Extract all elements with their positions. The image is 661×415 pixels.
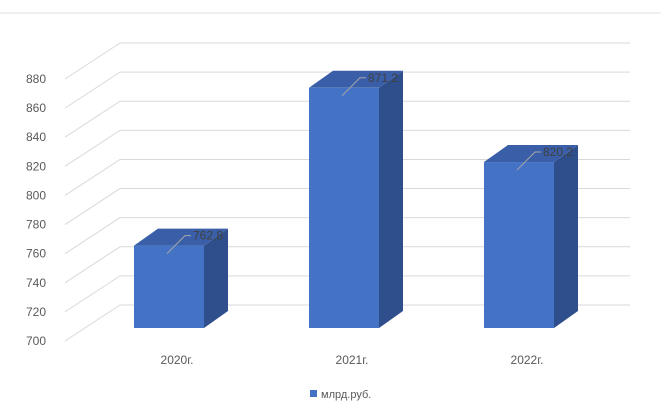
data-labels: 762,8 871,2 820,2: [166, 71, 573, 254]
x-tick-label: 2022г.: [511, 353, 544, 367]
gridlines: [64, 42, 630, 342]
bar-top: [309, 70, 403, 88]
y-tick-label: 860: [26, 101, 46, 115]
y-axis: 700 720 740 760 780 800 820 840 860 880: [26, 72, 46, 348]
bar-2: [309, 70, 403, 328]
gridline: [64, 42, 630, 80]
bar-side: [554, 145, 578, 328]
x-tick-label: 2021г.: [336, 353, 369, 367]
leader-line: [341, 77, 366, 97]
gridline: [64, 100, 630, 138]
data-label: 871,2: [368, 71, 398, 85]
gridline: [64, 129, 630, 167]
bar-front: [134, 245, 204, 328]
bar-top: [484, 145, 578, 163]
y-tick-label: 740: [26, 276, 46, 290]
y-tick-label: 760: [26, 247, 46, 261]
legend-swatch: [310, 390, 317, 397]
y-tick-label: 720: [26, 305, 46, 319]
bar-side: [204, 228, 228, 328]
gridline: [64, 158, 630, 196]
y-tick-label: 820: [26, 159, 46, 173]
x-axis: 2020г. 2021г. 2022г.: [161, 353, 544, 367]
bar-1: [134, 228, 228, 328]
legend: млрд.руб.: [310, 389, 371, 401]
gridline: [64, 246, 630, 284]
y-tick-label: 880: [26, 72, 46, 86]
data-label: 762,8: [193, 229, 223, 243]
leader-line: [516, 151, 541, 171]
bar-front: [309, 87, 379, 328]
gridline: [64, 275, 630, 313]
bars: [134, 70, 578, 328]
y-tick-label: 780: [26, 218, 46, 232]
x-tick-label: 2020г.: [161, 353, 194, 367]
leader-line: [166, 235, 191, 254]
gridline: [64, 217, 630, 255]
gridline: [64, 71, 630, 109]
bar-3: [484, 145, 578, 328]
y-tick-label: 840: [26, 130, 46, 144]
gridline: [64, 188, 630, 225]
bar-side: [379, 70, 403, 328]
y-tick-label: 700: [26, 334, 46, 348]
gridline: [64, 304, 630, 342]
legend-label: млрд.руб.: [321, 389, 371, 401]
bar-front: [484, 162, 554, 328]
y-tick-label: 800: [26, 188, 46, 202]
data-label: 820,2: [543, 145, 573, 159]
bar-top: [134, 228, 228, 246]
